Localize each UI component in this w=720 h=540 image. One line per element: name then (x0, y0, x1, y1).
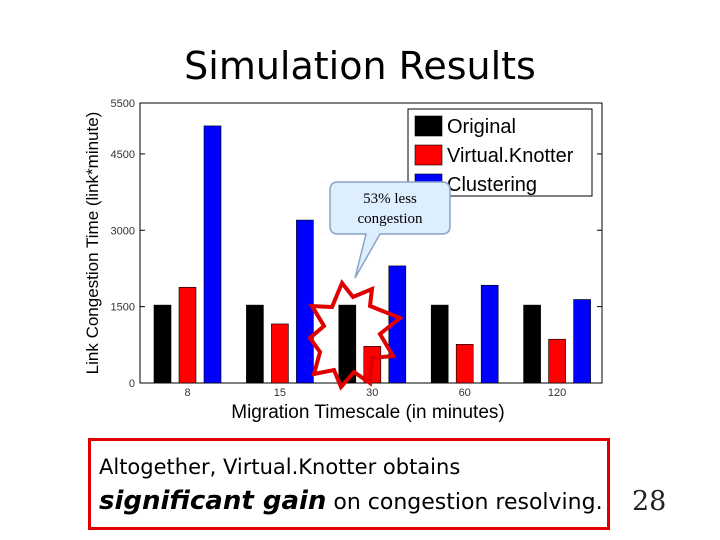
y-tick-label: 0 (129, 378, 135, 390)
x-tick-label: 60 (459, 387, 471, 399)
bar (153, 304, 172, 384)
bar (296, 219, 314, 384)
x-tick-label: 8 (184, 387, 190, 399)
y-tick-label: 5500 (111, 98, 135, 110)
page-number: 28 (632, 486, 667, 517)
summary-box: Altogether, Virtual.Knotter obtains sign… (88, 438, 610, 530)
bar (338, 304, 357, 384)
bar (430, 304, 449, 384)
legend-swatch (414, 115, 443, 137)
bar (573, 299, 591, 384)
callout-line-2: congestion (358, 211, 423, 227)
bars (153, 125, 591, 384)
summary-line-1: Altogether, Virtual.Knotter obtains (99, 455, 461, 479)
legend-label: Virtual.Knotter (447, 145, 574, 167)
bar (246, 304, 264, 384)
bar (178, 286, 197, 384)
legend-label: Original (447, 116, 516, 138)
callout-line-1: 53% less (363, 191, 417, 207)
x-axis: 8 15 30 60 120 (184, 378, 566, 399)
bar (455, 344, 474, 384)
y-tick-label: 3000 (111, 225, 135, 237)
bar (548, 338, 566, 384)
y-tick-label: 1500 (111, 302, 135, 314)
bar (480, 284, 499, 384)
y-axis-label: Link Congestion Time (link*minute) (83, 112, 102, 375)
summary-line-2-rest: on congestion resolving. (326, 490, 603, 515)
y-tick-label: 4500 (111, 149, 135, 161)
highlight-starburst (307, 279, 404, 391)
bar (203, 125, 222, 384)
legend: Original Virtual.Knotter Clustering (407, 108, 593, 197)
callout-bubble: 53% less congestion (329, 181, 451, 279)
summary-emphasis: significant gain (99, 486, 327, 516)
legend-swatch (414, 144, 443, 166)
x-tick-label: 15 (274, 387, 286, 399)
x-tick-label: 30 (366, 387, 378, 399)
summary-line-2: significant gain on congestion resolving… (99, 481, 603, 523)
slide-title: Simulation Results (184, 44, 536, 88)
legend-label: Clustering (447, 174, 537, 196)
x-tick-label: 120 (548, 387, 566, 399)
x-axis-label: Migration Timescale (in minutes) (231, 402, 504, 423)
bar (271, 323, 289, 384)
y-axis: 0 1500 3000 4500 5500 (111, 98, 602, 390)
bar (523, 304, 541, 384)
